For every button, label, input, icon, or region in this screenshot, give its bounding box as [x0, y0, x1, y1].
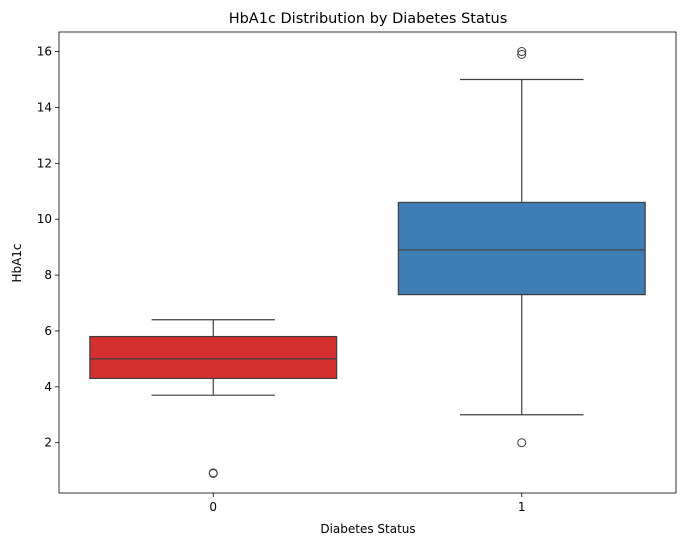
x-tick-label: 1 [518, 500, 526, 514]
y-tick-label: 2 [44, 436, 52, 450]
y-tick-label: 6 [44, 324, 52, 338]
plot-frame [58, 31, 677, 494]
box-group-0 [89, 319, 338, 478]
y-tick-label: 8 [44, 268, 52, 282]
iqr-box [89, 335, 338, 380]
x-tick-label: 0 [209, 500, 217, 514]
chart-title: HbA1c Distribution by Diabetes Status [229, 11, 508, 27]
outlier-point [517, 438, 527, 448]
x-axis-label: Diabetes Status [320, 522, 415, 536]
y-tick-label: 12 [37, 156, 52, 170]
box-group-1 [397, 47, 646, 448]
y-tick-label: 10 [37, 212, 52, 226]
outlier-point [517, 49, 527, 59]
y-tick-label: 4 [44, 380, 52, 394]
iqr-box [397, 201, 646, 296]
y-axis: 2 4 6 8 10 12 14 16 [37, 45, 59, 450]
y-tick-label: 14 [37, 100, 52, 114]
y-tick-label: 16 [37, 45, 52, 59]
outlier-point [208, 468, 218, 478]
y-axis-label: HbA1c [10, 243, 24, 282]
outlier-point [517, 47, 527, 57]
plot-area [89, 47, 646, 478]
